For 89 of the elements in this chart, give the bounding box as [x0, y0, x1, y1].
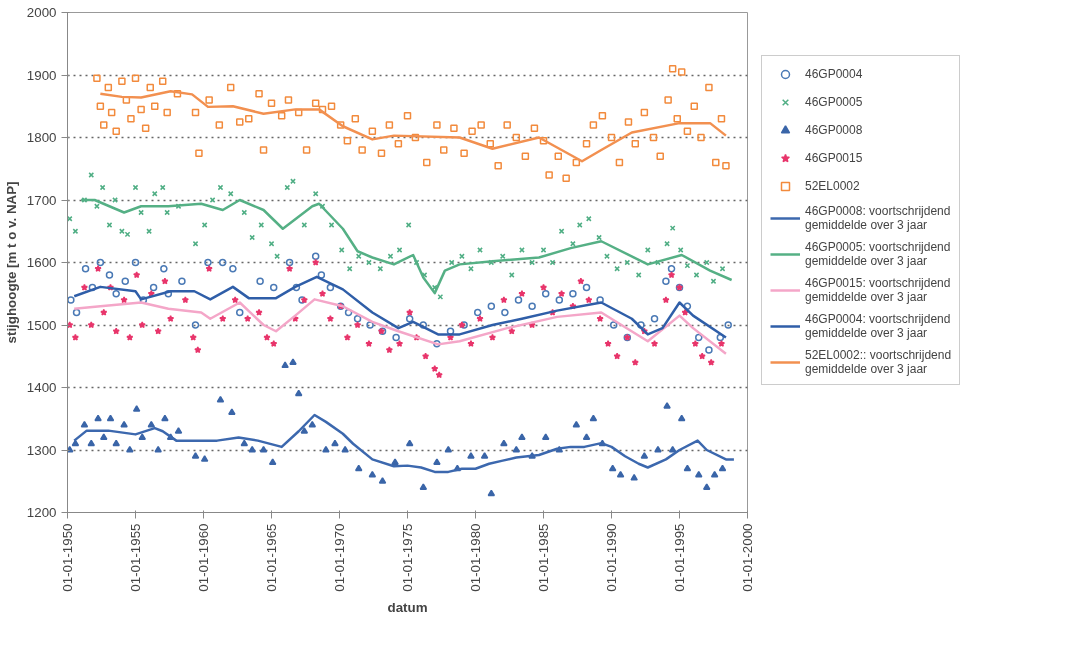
legend-label: 46GP0008: voortschrijdend gemiddelde over 3 jaar — [805, 204, 951, 232]
point — [716, 333, 725, 342]
point — [236, 308, 244, 317]
point — [683, 302, 692, 310]
point — [473, 308, 482, 317]
point — [96, 258, 105, 267]
x-tick-label: 01-01-1980 — [467, 523, 483, 592]
point — [541, 290, 550, 298]
point — [353, 315, 362, 323]
point — [256, 277, 264, 285]
x-tick-label: 01-01-1960 — [195, 523, 211, 592]
point — [269, 283, 278, 292]
point — [582, 283, 591, 292]
x-tick-label: 01-01-1975 — [400, 523, 415, 592]
point — [528, 302, 536, 310]
x-tick-label: 01-01-1985 — [536, 523, 552, 592]
y-tick-label: 1700 — [26, 192, 57, 208]
point — [112, 290, 120, 298]
x-tick-label: 01-01-1970 — [332, 523, 348, 592]
point — [662, 277, 670, 285]
legend-label: 52EL0002 — [805, 179, 860, 193]
y-tick-label: 2000 — [26, 5, 57, 20]
point — [285, 258, 294, 267]
point — [67, 296, 75, 304]
line-series — [79, 198, 733, 295]
y-tick-label: 1300 — [26, 442, 57, 458]
point — [569, 290, 577, 298]
point — [149, 283, 158, 292]
point — [392, 333, 400, 342]
point — [88, 283, 97, 292]
legend-label: 46GP0005: voortschrijdend gemiddelde over 3 jaar — [805, 240, 951, 268]
y-tick-label: 1600 — [26, 255, 57, 270]
point — [637, 321, 645, 329]
point — [487, 302, 496, 310]
point — [160, 265, 168, 273]
y-tick-label: 1800 — [26, 130, 57, 145]
point — [204, 258, 212, 267]
legend-label: 46GP0008 — [805, 123, 863, 137]
legend-label: 46GP0015 — [805, 151, 863, 165]
point — [317, 271, 326, 279]
line-series — [72, 298, 728, 355]
y-axis-title: stijghoogte [m t o v. NAP] — [3, 181, 19, 344]
point — [596, 296, 604, 304]
line-series — [72, 413, 736, 474]
point — [344, 308, 353, 317]
x-tick-label: 01-01-1965 — [264, 523, 280, 592]
point — [326, 283, 335, 292]
point — [292, 283, 301, 292]
point — [229, 265, 237, 273]
point — [609, 321, 618, 329]
point — [419, 321, 428, 329]
point — [555, 296, 564, 304]
y-tick-label: 1400 — [26, 380, 57, 395]
point — [121, 277, 129, 285]
point — [705, 346, 713, 354]
point — [405, 315, 414, 323]
x-tick-label: 01-01-1950 — [60, 523, 75, 592]
point — [667, 265, 676, 273]
y-tick-label: 1200 — [26, 505, 57, 520]
legend-label: 46GP0004: voortschrijdend gemiddelde over 3 jaar — [805, 312, 951, 340]
point — [191, 321, 200, 329]
point — [105, 271, 114, 279]
point — [311, 252, 320, 260]
legend-label: 46GP0004 — [805, 67, 863, 81]
point — [218, 258, 227, 267]
point — [446, 327, 455, 335]
point — [650, 315, 659, 323]
x-tick-label: 01-01-1955 — [127, 523, 143, 592]
point — [131, 258, 140, 267]
y-tick-label: 1900 — [26, 67, 57, 83]
point — [433, 340, 441, 348]
legend-label: 46GP0015: voortschrijdend gemiddelde over 3 jaar — [805, 276, 951, 304]
legend-label: 46GP0005 — [805, 95, 863, 109]
x-tick-label: 01-01-1995 — [672, 523, 688, 592]
point — [514, 296, 523, 304]
x-tick-label: 01-01-1990 — [604, 523, 620, 592]
point — [72, 308, 81, 317]
point — [178, 277, 186, 285]
point — [81, 265, 90, 273]
point — [501, 308, 509, 317]
y-tick-label: 1500 — [26, 317, 57, 333]
line-series — [72, 275, 728, 339]
point — [695, 333, 703, 342]
point — [366, 321, 374, 329]
point — [164, 290, 173, 298]
x-axis-title: datum — [387, 599, 428, 615]
legend-label: 52EL0002:: voortschrijdend gemiddelde over 3 jaar — [805, 348, 952, 376]
x-tick-label: 01-01-2000 — [740, 523, 755, 592]
point — [724, 321, 732, 329]
